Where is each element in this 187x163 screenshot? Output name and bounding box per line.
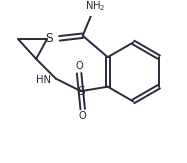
Text: O: O [75,61,83,71]
Text: HN: HN [36,75,51,85]
Text: S: S [46,32,53,45]
Text: S: S [77,85,85,98]
Text: O: O [79,111,87,121]
Text: NH$_2$: NH$_2$ [85,0,105,13]
